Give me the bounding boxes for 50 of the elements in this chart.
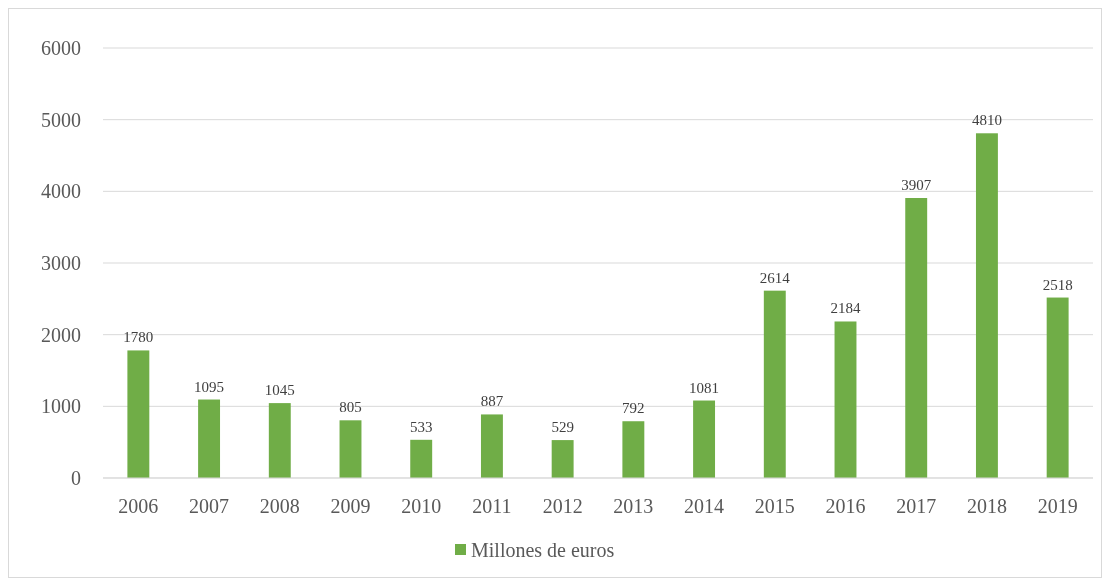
data-label: 2614 <box>759 269 791 286</box>
data-label: 529 <box>551 419 574 436</box>
x-tick-label: 2007 <box>189 495 230 517</box>
data-label: 3907 <box>901 177 932 193</box>
data-label: 792 <box>622 400 645 417</box>
data-label: 1081 <box>689 379 720 396</box>
x-tick-label: 2009 <box>330 495 371 517</box>
data-label: 4810 <box>971 112 1002 129</box>
bar <box>410 439 433 478</box>
bar <box>198 399 221 478</box>
x-tick-label: 2016 <box>825 495 866 517</box>
data-label: 1780 <box>123 329 154 346</box>
y-tick-label: 4000 <box>41 180 81 203</box>
x-tick-label: 2017 <box>896 495 937 517</box>
y-tick-label: 2000 <box>41 323 81 346</box>
x-tick-label: 2019 <box>1037 495 1078 517</box>
bar <box>127 350 150 478</box>
x-tick-label: 2010 <box>401 495 442 517</box>
bar <box>622 421 645 478</box>
data-label: 2518 <box>1042 276 1073 293</box>
bar <box>551 440 574 478</box>
x-tick-label: 2011 <box>472 495 512 517</box>
data-label: 887 <box>480 393 504 410</box>
y-tick-label: 5000 <box>41 108 81 131</box>
bar <box>268 403 291 478</box>
x-tick-label: 2015 <box>754 495 795 517</box>
bar <box>763 290 786 478</box>
bar <box>480 414 503 478</box>
x-tick-label: 2012 <box>542 495 583 517</box>
bar <box>975 133 998 478</box>
bar <box>339 420 362 478</box>
data-label: 1095 <box>194 378 225 395</box>
x-tick-label: 2008 <box>259 495 300 517</box>
y-tick-label: 6000 <box>41 37 81 59</box>
x-tick-label: 2006 <box>118 495 159 517</box>
data-label: 2184 <box>830 300 861 317</box>
y-tick-label: 3000 <box>41 252 81 274</box>
data-label: 533 <box>409 418 433 435</box>
y-tick-label: 0 <box>71 467 81 489</box>
data-label: 805 <box>339 399 362 416</box>
legend-label: Millones de euros <box>471 539 615 561</box>
bar <box>905 198 928 478</box>
bar <box>834 321 857 478</box>
x-tick-label: 2018 <box>966 495 1007 517</box>
y-tick-label: 1000 <box>41 395 81 418</box>
x-tick-label: 2013 <box>613 495 654 517</box>
bar <box>693 400 716 478</box>
data-label: 1045 <box>264 382 295 399</box>
bar <box>1046 297 1069 478</box>
x-tick-label: 2014 <box>684 495 725 517</box>
